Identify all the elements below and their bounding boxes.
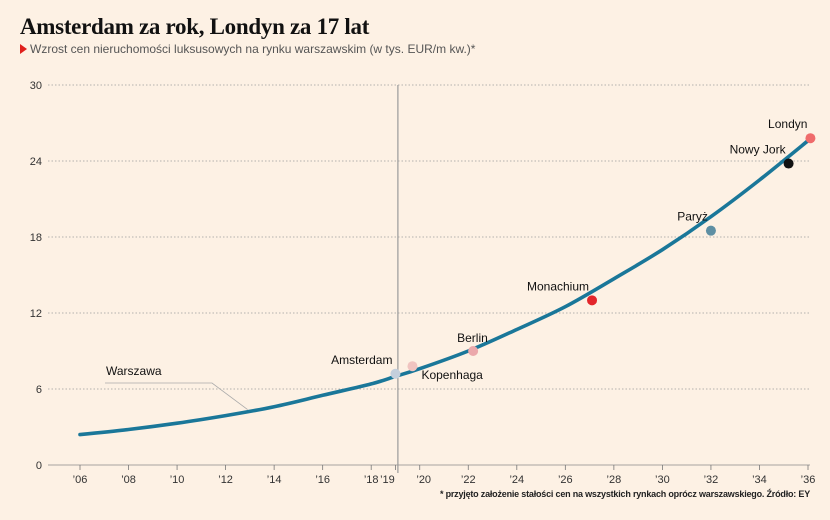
y-tick-label: 30	[30, 80, 42, 92]
x-tick-label: ’14	[267, 474, 282, 486]
y-tick-label: 24	[30, 156, 42, 168]
red-triangle-icon	[20, 44, 27, 54]
x-tick-label: ’19	[380, 474, 395, 486]
series-label-leader	[105, 382, 248, 410]
y-tick-label: 12	[30, 308, 42, 320]
x-tick-label: ’24	[509, 474, 524, 486]
y-tick-label: 0	[36, 460, 42, 472]
point-marker	[783, 158, 794, 169]
point-label: Nowy Jork	[730, 143, 787, 157]
x-tick-label: ’16	[315, 474, 330, 486]
point-label: Monachium	[527, 279, 589, 293]
x-tick-label: ’18	[364, 474, 379, 486]
x-tick-label: ’36	[801, 474, 816, 486]
series-line-warszawa	[78, 138, 810, 437]
point-label: Kopenhaga	[421, 368, 483, 382]
y-tick-label: 18	[30, 232, 42, 244]
x-tick-label: ’10	[170, 474, 185, 486]
point-marker	[705, 225, 716, 236]
y-tick-label: 6	[36, 384, 42, 396]
x-tick-label: ’20	[416, 474, 431, 486]
chart-footnote: * przyjęto założenie stałości cen na wsz…	[439, 489, 810, 499]
x-tick-label: ’28	[607, 474, 622, 486]
x-tick-label: ’34	[752, 474, 767, 486]
chart-subtitle: Wzrost cen nieruchomości luksusowych na …	[20, 42, 475, 56]
x-tick-label: ’26	[558, 474, 573, 486]
x-tick-label: ’22	[461, 474, 476, 486]
point-marker	[468, 346, 479, 356]
point-marker	[587, 295, 598, 306]
x-tick-label: ’30	[655, 474, 670, 486]
x-tick-label: ’32	[704, 474, 719, 486]
chart-subtitle-text: Wzrost cen nieruchomości luksusowych na …	[30, 42, 476, 56]
point-label: Berlin	[457, 331, 488, 345]
x-tick-label: ’12	[218, 474, 233, 486]
point-marker	[407, 361, 418, 372]
x-tick-label: ’06	[73, 474, 88, 486]
point-marker	[805, 133, 816, 144]
chart-title: Amsterdam za rok, Londyn za 17 lat	[20, 14, 370, 39]
point-label: Paryż	[677, 210, 708, 224]
point-label: Londyn	[768, 117, 807, 131]
point-marker	[390, 368, 401, 379]
series-label: Warszawa	[106, 364, 162, 378]
point-label: Amsterdam	[331, 353, 392, 367]
x-tick-label: ’08	[121, 474, 136, 486]
